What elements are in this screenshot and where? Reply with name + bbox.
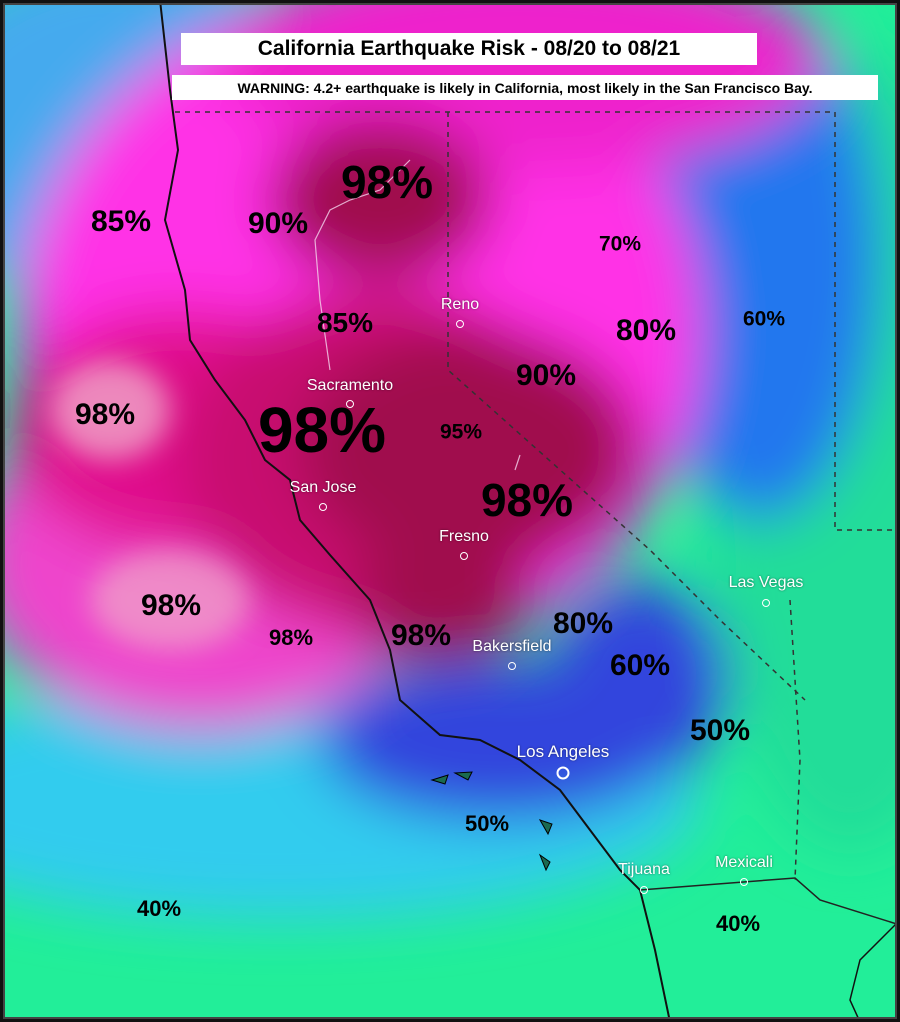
- city-label-mexicali: Mexicali: [715, 854, 773, 871]
- gulf-coastline: [849, 919, 900, 1022]
- city-marker-bakersfield: [508, 662, 516, 670]
- mexico-border: [639, 877, 900, 926]
- city-marker-tijuana: [640, 886, 648, 894]
- risk-label: 40%: [715, 911, 761, 936]
- city-label-reno: Reno: [440, 296, 480, 313]
- risk-label: 85%: [316, 307, 374, 338]
- city-label-los-angeles: Los Angeles: [516, 742, 610, 761]
- risk-label: 98%: [257, 394, 387, 466]
- city-label-las-vegas: Las Vegas: [728, 574, 804, 591]
- risk-label: 60%: [609, 649, 671, 682]
- risk-label: 95%: [439, 420, 483, 444]
- city-label-tijuana: Tijuana: [618, 861, 670, 878]
- risk-label: 98%: [268, 625, 314, 650]
- highlight-layer: [50, 360, 250, 650]
- risk-label: 80%: [552, 607, 614, 640]
- risk-label: 98%: [140, 589, 202, 622]
- risk-label: 98%: [480, 474, 574, 526]
- risk-label: 98%: [340, 156, 434, 208]
- risk-label: 98%: [390, 619, 452, 652]
- risk-label: 85%: [90, 205, 152, 238]
- warning-banner: WARNING: 4.2+ earthquake is likely in Ca…: [172, 75, 878, 100]
- city-marker-las-vegas: [762, 599, 770, 607]
- risk-label: 90%: [247, 207, 309, 240]
- risk-label: 40%: [136, 896, 182, 921]
- risk-label: 80%: [615, 314, 677, 347]
- coastline: [159, 0, 671, 1022]
- risk-gradient-layer: [0, 0, 900, 920]
- risk-label: 50%: [464, 811, 510, 836]
- city-marker-san-jose: [319, 503, 327, 511]
- city-label-bakersfield: Bakersfield: [472, 638, 552, 655]
- city-marker-los-angeles: [556, 766, 570, 780]
- city-marker-fresno: [460, 552, 468, 560]
- channel-islands: [430, 771, 553, 872]
- city-label-sacramento: Sacramento: [306, 377, 394, 394]
- state-borders: [175, 111, 900, 881]
- risk-label: 70%: [598, 232, 642, 256]
- city-marker-mexicali: [740, 878, 748, 886]
- city-marker-reno: [456, 320, 464, 328]
- risk-label: 60%: [742, 307, 786, 331]
- map-title: California Earthquake Risk - 08/20 to 08…: [181, 33, 757, 65]
- city-marker-sacramento: [346, 400, 354, 408]
- city-label-san-jose: San Jose: [289, 479, 357, 496]
- risk-label: 98%: [74, 398, 136, 431]
- rivers: [314, 159, 521, 471]
- city-label-fresno: Fresno: [439, 528, 489, 545]
- risk-label: 90%: [515, 359, 577, 392]
- risk-label: 50%: [689, 714, 751, 747]
